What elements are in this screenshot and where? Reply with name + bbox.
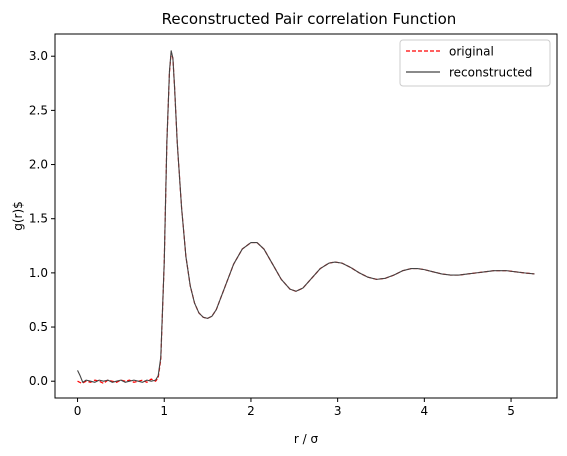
series-line-reconstructed xyxy=(77,50,535,383)
y-tick-label: 1.5 xyxy=(29,212,48,226)
y-axis-ticks: 0.0 0.5 1.0 1.5 2.0 2.5 3.0 xyxy=(29,49,55,388)
chart-title: Reconstructed Pair correlation Function xyxy=(162,10,457,28)
y-tick-label: 1.0 xyxy=(29,266,48,280)
x-axis-label: r / σ xyxy=(294,432,319,446)
y-tick-label: 2.0 xyxy=(29,158,48,172)
legend-label-original: original xyxy=(449,45,494,59)
y-tick-label: 2.5 xyxy=(29,103,48,117)
series-layer xyxy=(77,50,535,384)
x-tick-label: 2 xyxy=(247,404,255,418)
y-tick-label: 0.0 xyxy=(29,374,48,388)
legend: original reconstructed xyxy=(399,39,551,87)
x-tick-label: 0 xyxy=(74,404,82,418)
plot-area xyxy=(54,33,558,399)
x-tick-label: 4 xyxy=(421,404,429,418)
x-axis-ticks: 0 1 2 3 4 5 xyxy=(74,398,515,418)
x-tick-label: 1 xyxy=(160,404,168,418)
y-axis-label: g(r)$ xyxy=(11,201,25,231)
axes-frame xyxy=(54,33,558,399)
y-tick-label: 3.0 xyxy=(29,49,48,63)
legend-label-reconstructed: reconstructed xyxy=(449,66,532,80)
y-tick-label: 0.5 xyxy=(29,320,48,334)
x-tick-label: 5 xyxy=(507,404,515,418)
x-tick-label: 3 xyxy=(334,404,342,418)
